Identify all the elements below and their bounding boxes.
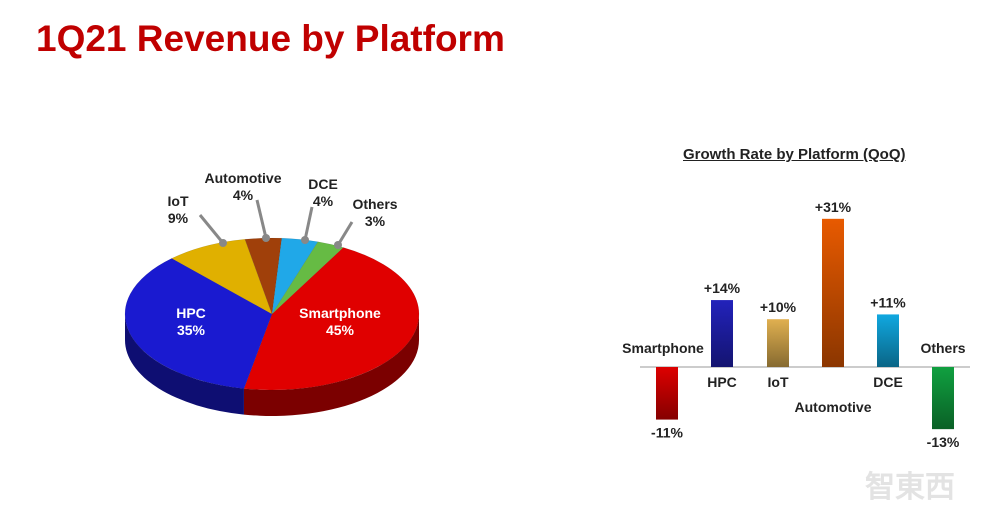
bar-category-label: HPC [707,374,737,390]
bar-category-label: Others [920,340,965,356]
bar-value-label: +10% [760,299,797,315]
pie-slice-iot [171,239,273,315]
pie-side-1 [125,314,244,415]
pie-label: Others [352,196,397,212]
pie-value-label: 4% [313,193,334,209]
pie-value-label: 9% [168,210,189,226]
leader-dot-5 [334,241,342,249]
bar-smartphone [656,367,678,420]
pie-label: HPC [176,305,206,321]
pie-label: IoT [168,193,189,209]
page-title: 1Q21 Revenue by Platform [36,18,505,59]
pie-slice-hpc [124,258,273,389]
pie-value-label: 3% [365,213,386,229]
pie-label: DCE [308,176,338,192]
bar-value-label: -13% [927,434,960,450]
pie-slice-dce [271,237,319,315]
bar-automotive [822,218,844,367]
bar-iot [767,319,789,367]
leader-dot-4 [301,236,309,244]
leader-dot-3 [262,234,270,242]
pie-side-0 [243,314,419,416]
bar-value-label: +14% [704,280,741,296]
pie-slice-smartphone [243,247,420,391]
leader-line-5 [336,221,354,246]
pie-value-label: 4% [233,187,254,203]
bar-value-label: -11% [651,425,683,441]
leader-line-3 [255,199,268,239]
bar-value-label: +11% [870,294,906,310]
bar-others [932,367,954,430]
bar-category-label: Smartphone [622,340,704,356]
bar-chart-title: Growth Rate by Platform (QoQ) [683,146,906,163]
bar-category-label: DCE [873,374,903,390]
pie-value-label: 35% [177,322,206,338]
leader-dot-2 [219,239,227,247]
pie-value-label: 45% [326,322,355,338]
leader-line-4 [303,206,314,241]
bar-category-label: IoT [768,374,789,390]
bar-category-label: Automotive [795,399,872,415]
pie-slice-others [271,241,344,315]
bar-hpc [711,300,733,367]
pie-label: Automotive [205,170,282,186]
leader-line-2 [198,214,225,244]
bar-dce [877,314,899,367]
bar-value-label: +31% [815,199,852,215]
watermark-logo: 智東西 [865,471,955,504]
pie-label: Smartphone [299,305,381,321]
